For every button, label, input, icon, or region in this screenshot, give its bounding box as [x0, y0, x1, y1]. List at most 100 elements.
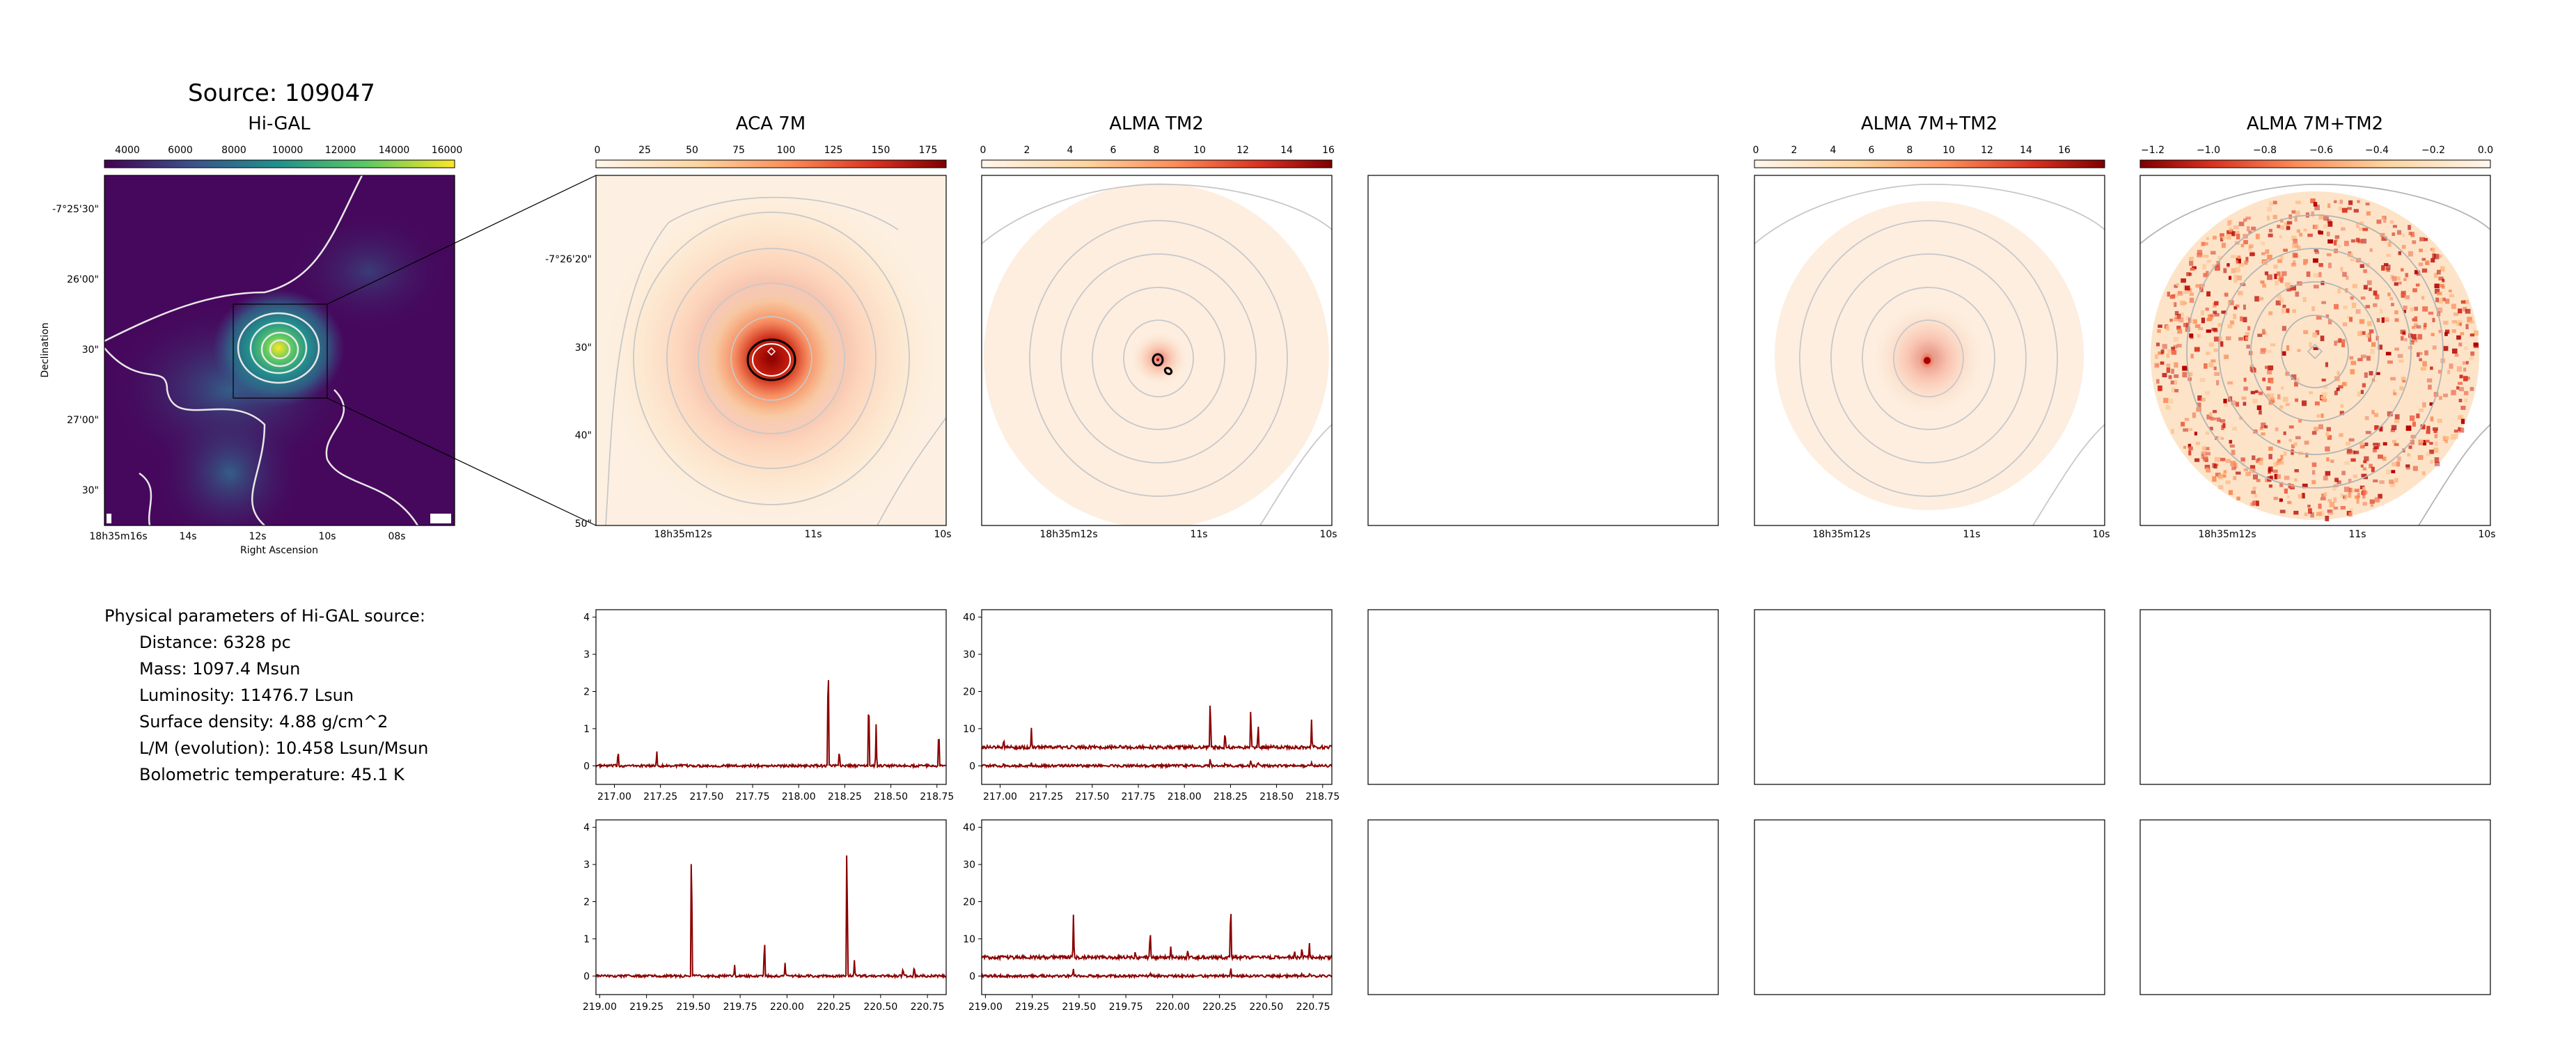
zoom-connector-bottom: [327, 397, 597, 526]
aca7m-cbar-tick: 125: [824, 145, 843, 156]
tm2-cbar-tick: 4: [1067, 145, 1074, 156]
aca7m-xticks: 18h35m12s 11s 10s: [654, 529, 951, 540]
higal-contours: [104, 175, 419, 525]
tm2-cbar-tick: 0: [980, 145, 987, 156]
tm2-cbar-tick: 8: [1154, 145, 1160, 156]
spectrum-trace: [982, 914, 1332, 962]
tm2-frame: [981, 175, 1333, 526]
empty-spectrum-panel: [2139, 819, 2491, 995]
spectrum-ytick-label: 0: [583, 971, 590, 982]
combo-contours: [1754, 183, 2105, 525]
residual-colorbar: [2139, 159, 2491, 168]
aca7m-cbar-tick: 75: [732, 145, 745, 156]
spectrum-frame: [595, 819, 947, 995]
empty-spectrum-panel: [1754, 819, 2105, 995]
higal-xtick: 10s: [318, 531, 336, 542]
residual-frame: [2139, 175, 2491, 526]
spectrum-xtick-label: 220.75: [1296, 1002, 1330, 1013]
spectrum-ytick-label: 0: [969, 971, 975, 982]
higal-cbar-tick: 10000: [272, 145, 304, 156]
aca7m-cbar-tick: 0: [595, 145, 601, 156]
residual-xtick: 10s: [2478, 529, 2495, 540]
spectrum-frame: [595, 609, 947, 785]
spectrum-xtick-label: 217.00: [983, 791, 1017, 802]
aca7m-ytick: -7°26'20": [545, 254, 592, 265]
spectrum-xtick-label: 220.50: [863, 1002, 897, 1013]
higal-xtick: 18h35m16s: [89, 531, 147, 542]
aca7m-core-contours: [746, 338, 796, 381]
spectrum-lines: [982, 914, 1332, 980]
spectrum-xtick-label: 218.50: [874, 791, 908, 802]
aca7m-contours: [605, 196, 946, 525]
empty-image-panel: [1367, 175, 1719, 526]
aca7m-panel: ACA 7M 0 25 50 75 100 125 150 175: [545, 113, 951, 540]
tm2-panel: ALMA TM2 0 2 4 6 8 10 12 14 16: [980, 113, 1337, 540]
spectrum-trace: [982, 705, 1332, 752]
spectrum-ytick-label: 30: [963, 649, 975, 661]
aca7m-colorbar: [595, 159, 947, 168]
spectrum-aca7m-spw2: 0 1 2 3 4 219.00 219.25 219.50 219.75 220.00 220.2…: [583, 819, 947, 1013]
spectrum-ytick-label: 2: [583, 896, 590, 908]
spectrum-ytick-label: 3: [583, 649, 590, 661]
higal-xlabel: Right Ascension: [240, 545, 318, 556]
spectrum-xtick-label: 220.50: [1249, 1002, 1283, 1013]
spectrum-xtick-label: 217.50: [689, 791, 723, 802]
spectrum-tm2-spw2: 0 10 20 30 40 219.00 219.25 219.50 219.75 220.00 2…: [963, 819, 1333, 1013]
higal-cbar-tick: 12000: [325, 145, 356, 156]
tm2-image: [982, 183, 1332, 525]
combo-colorbar-ticks: 0 2 4 6 8 10 12 14 16: [1753, 145, 2071, 156]
higal-cbar-tick: 6000: [168, 145, 193, 156]
residual-cbar-tick: −0.4: [2365, 145, 2389, 156]
combo-cbar-tick: 14: [2020, 145, 2032, 156]
higal-ytick: 27'00": [67, 415, 99, 426]
residual-title: ALMA 7M+TM2: [2247, 113, 2383, 134]
aca7m-cbar-tick: 150: [872, 145, 890, 156]
params-heading: Physical parameters of Hi-GAL source:: [104, 606, 425, 626]
residual-cbar-tick: 0.0: [2478, 145, 2493, 156]
combo-xtick: 10s: [2092, 529, 2110, 540]
tm2-xtick: 18h35m12s: [1039, 529, 1097, 540]
higal-panel: Hi-GAL 4000 6000 8000 10000 12000 14000 …: [40, 113, 462, 556]
aca7m-cbar-tick: 100: [777, 145, 796, 156]
higal-ytick: 30": [82, 485, 99, 496]
tm2-cbar-tick: 16: [1322, 145, 1335, 156]
combo-cbar-tick: 12: [1981, 145, 1993, 156]
combo-cbar-tick: 16: [2058, 145, 2071, 156]
spectrum-xtick-label: 220.00: [1156, 1002, 1190, 1013]
higal-colorbar: [104, 159, 455, 168]
residual-cbar-tick: −1.0: [2197, 145, 2220, 156]
spectrum-xtick-label: 218.50: [1259, 791, 1294, 802]
spectrum-ytick-label: 10: [963, 724, 975, 735]
aca7m-xtick: 11s: [804, 529, 822, 540]
higal-ytick: 30": [82, 345, 99, 356]
spectrum-xtick-label: 217.50: [1075, 791, 1109, 802]
residual-cbar-tick: −0.2: [2421, 145, 2445, 156]
physical-parameters: Physical parameters of Hi-GAL source: Di…: [104, 606, 428, 784]
higal-xtick: 08s: [388, 531, 405, 542]
aca7m-cbar-tick: 175: [919, 145, 938, 156]
spectrum-ytick-label: 2: [583, 686, 590, 697]
spectrum-aca7m-spw1: 0 1 2 3 4 217.00 217.25 217.50 217.75 218.00 218.2…: [583, 609, 954, 802]
tm2-cbar-tick: 6: [1110, 145, 1117, 156]
tm2-colorbar: [981, 159, 1333, 168]
spectrum-trace: [982, 968, 1332, 980]
spectrum-xtick-label: 219.75: [723, 1002, 757, 1013]
aca7m-xtick: 10s: [934, 529, 951, 540]
spectrum-xtick-label: 220.00: [770, 1002, 804, 1013]
spectrum-ytick-label: 4: [583, 823, 590, 834]
param-surface-density: Surface density: 4.88 g/cm^2: [139, 712, 388, 731]
combo-cbar-tick: 4: [1830, 145, 1837, 156]
higal-ytick: -7°25'30": [52, 204, 99, 215]
spectrum-ytick-label: 40: [963, 612, 975, 624]
combo-cbar-tick: 0: [1753, 145, 1759, 156]
zoom-box: [233, 303, 328, 399]
aca7m-frame: [595, 175, 947, 526]
empty-spectrum-panel: [1754, 609, 2105, 785]
spectrum-xtick-label: 219.25: [1015, 1002, 1049, 1013]
spectrum-xtick-label: 220.25: [817, 1002, 851, 1013]
spectrum-frame: [981, 819, 1333, 995]
spectrum-ytick-label: 3: [583, 860, 590, 871]
spectrum-xtick-label: 219.50: [1062, 1002, 1096, 1013]
empty-spectrum-panel: [1367, 609, 1719, 785]
spectrum-xtick-label: 217.75: [736, 791, 770, 802]
